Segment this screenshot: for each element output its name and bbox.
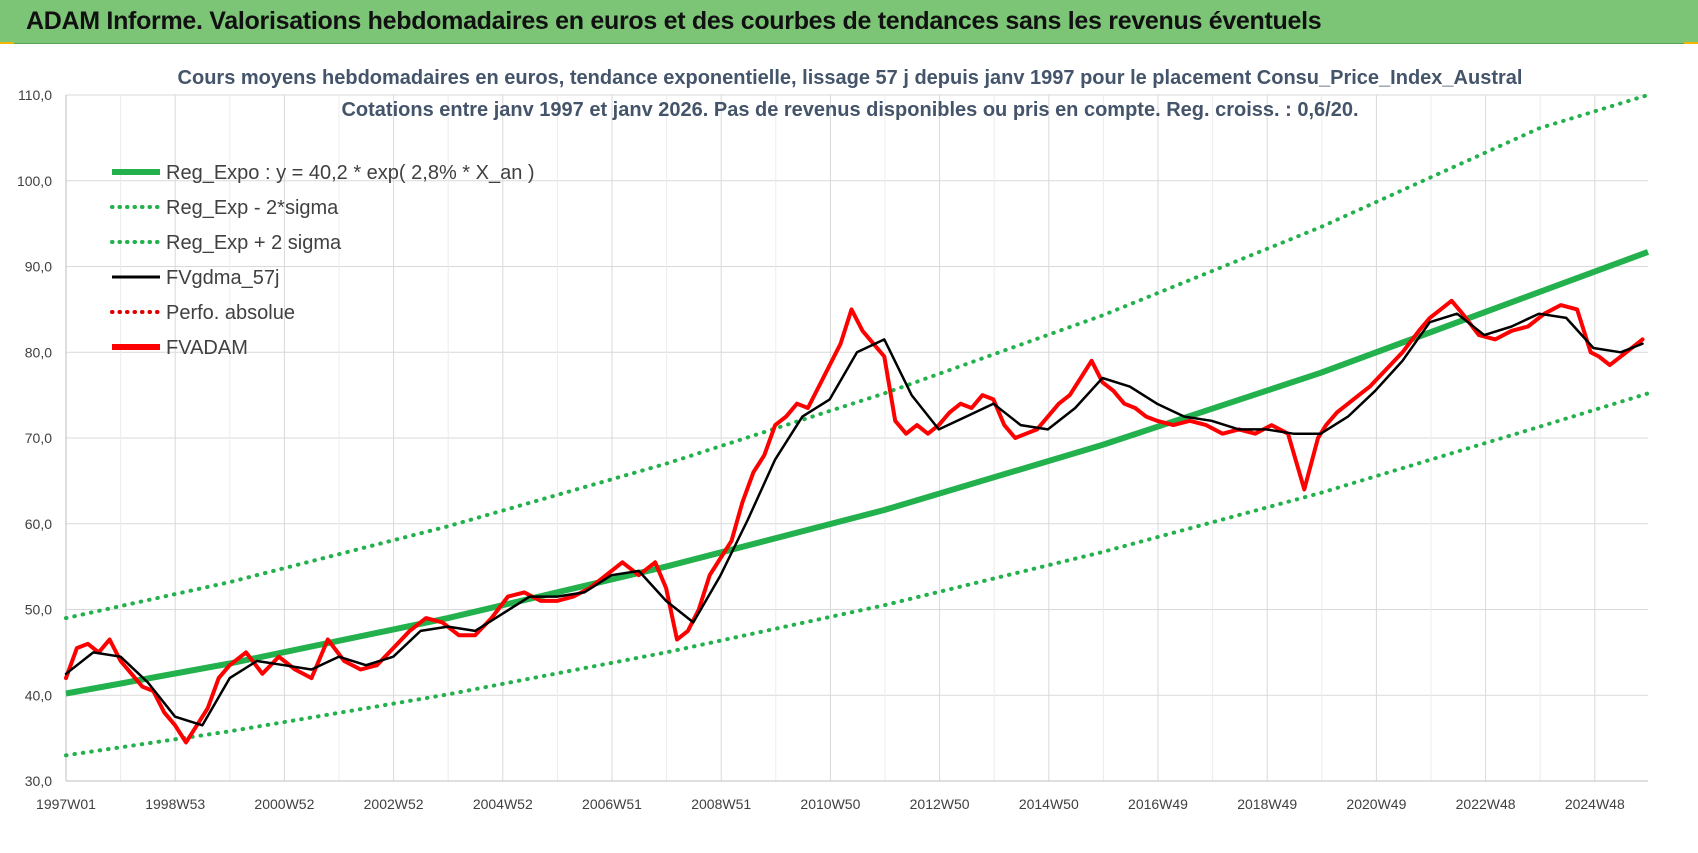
legend-label: Reg_Exp - 2*sigma (166, 197, 339, 219)
legend-label: Perfo. absolue (166, 302, 295, 324)
fvgdma-line (64, 312, 1644, 727)
x-tick-label: 2024W48 (1565, 796, 1625, 812)
y-tick-label: 70,0 (25, 430, 52, 446)
chart-subtitle: Cotations entre janv 1997 et janv 2026. … (341, 99, 1358, 121)
y-tick-label: 100,0 (17, 173, 52, 189)
x-tick-label: 2010W50 (800, 796, 860, 812)
legend-label: FVgdma_57j (166, 267, 279, 289)
data-series (64, 93, 1650, 758)
x-tick-label: 2006W51 (582, 796, 642, 812)
chart-title: Cours moyens hebdomadaires en euros, ten… (178, 67, 1523, 89)
x-tick-label: 2016W49 (1128, 796, 1188, 812)
y-tick-label: 40,0 (25, 687, 52, 703)
trend-chart: 30,0 40,0 50,0 60,0 70,0 80,0 90,0 100,0 110,0 1… (0, 44, 1698, 848)
y-tick-label: 50,0 (25, 602, 52, 618)
report-header: ADAM Informe. Valorisations hebdomadaire… (0, 0, 1698, 44)
gridlines (65, 94, 1648, 782)
x-tick-label: 2008W51 (691, 796, 751, 812)
fvadam-line (64, 298, 1645, 745)
chart-legend: Reg_Expo : y = 40,2 * exp( 2,8% * X_an )… (110, 162, 535, 359)
y-tick-label: 110,0 (18, 87, 52, 103)
y-tick-label: 90,0 (25, 259, 52, 275)
report-title: ADAM Informe. Valorisations hebdomadaire… (26, 7, 1322, 35)
x-tick-label: 2014W50 (1019, 796, 1079, 812)
y-tick-label: 60,0 (25, 516, 52, 532)
x-tick-label: 1998W53 (145, 796, 205, 812)
legend-label: Reg_Expo : y = 40,2 * exp( 2,8% * X_an ) (166, 162, 535, 184)
x-tick-label: 2000W52 (254, 796, 314, 812)
x-tick-label: 2020W49 (1346, 796, 1406, 812)
x-tick-label: 2004W52 (473, 796, 533, 812)
lower-band-line (64, 391, 1650, 758)
y-axis-ticks: 30,0 40,0 50,0 60,0 70,0 80,0 90,0 100,0 110,0 (17, 87, 52, 789)
x-tick-label: 1997W01 (36, 796, 96, 812)
x-tick-label: 2018W49 (1237, 796, 1297, 812)
y-tick-label: 80,0 (25, 344, 52, 360)
y-tick-label: 30,0 (25, 773, 52, 789)
chart-container: 30,0 40,0 50,0 60,0 70,0 80,0 90,0 100,0 110,0 1… (0, 44, 1698, 848)
x-axis-ticks: 1997W01 1998W53 2000W52 2002W52 2004W52 2006W… (36, 796, 1625, 812)
x-tick-label: 2012W50 (910, 796, 970, 812)
upper-band-line (64, 93, 1650, 621)
x-tick-label: 2022W48 (1456, 796, 1516, 812)
x-tick-label: 2002W52 (364, 796, 424, 812)
legend-label: FVADAM (166, 337, 248, 359)
plot-background (0, 44, 1698, 848)
legend-label: Reg_Exp + 2 sigma (166, 232, 342, 254)
